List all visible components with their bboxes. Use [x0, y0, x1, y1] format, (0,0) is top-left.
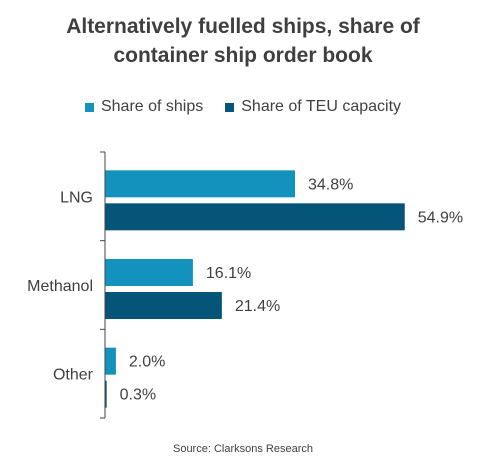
data-label-lng-share-of-ships: 34.8%: [308, 176, 353, 193]
data-label-methanol-share-of-ships: 16.1%: [206, 265, 251, 282]
category-label-other: Other: [53, 367, 94, 384]
source-note: Source: Clarksons Research: [172, 443, 313, 455]
data-label-lng-share-of-teu-capacity: 54.9%: [418, 209, 463, 226]
data-label-other-share-of-teu-capacity: 0.3%: [120, 387, 156, 404]
chart-legend: Share of ships Share of TEU capacity: [0, 98, 486, 116]
category-label-methanol: Methanol: [27, 278, 93, 295]
bar-methanol-share-of-teu-capacity: [105, 292, 222, 319]
bar-other-share-of-teu-capacity: [105, 380, 107, 408]
legend-swatch-share-of-ships: [84, 102, 94, 112]
bar-lng-share-of-teu-capacity: [105, 203, 405, 231]
chart-title-line-1: Alternatively fuelled ships, share of: [66, 15, 420, 38]
legend-item-share-of-ships: Share of ships: [84, 98, 204, 116]
legend-item-share-of-teu-capacity: Share of TEU capacity: [225, 98, 401, 116]
legend-swatch-share-of-teu-capacity: [225, 102, 235, 112]
data-label-methanol-share-of-teu-capacity: 21.4%: [235, 298, 280, 315]
legend-label-share-of-teu-capacity: Share of TEU capacity: [241, 98, 402, 115]
chart-title: Alternatively fuelled ships, share of co…: [0, 12, 486, 70]
category-label-lng: LNG: [60, 189, 93, 206]
bar-lng-share-of-ships: [105, 170, 296, 198]
chart-title-line-2: container ship order book: [113, 44, 373, 67]
legend-label-share-of-ships: Share of ships: [100, 98, 204, 115]
bar-other-share-of-ships: [105, 347, 116, 375]
data-label-other-share-of-ships: 2.0%: [129, 354, 165, 371]
bar-methanol-share-of-ships: [105, 259, 193, 286]
